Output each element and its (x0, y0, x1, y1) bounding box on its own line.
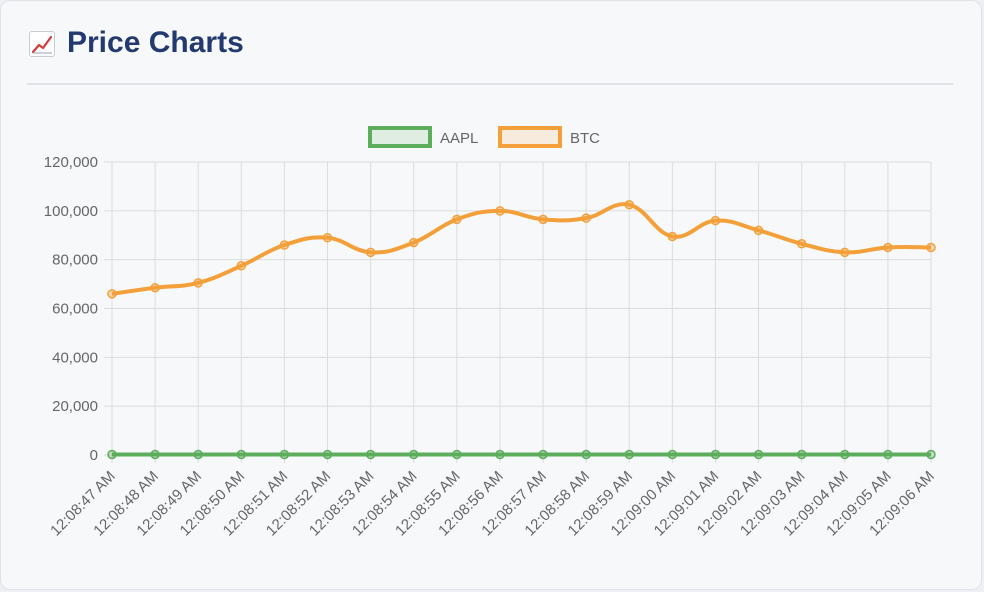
data-point-aapl (710, 449, 721, 460)
y-tick-label: 20,000 (52, 398, 98, 415)
card-header: Price Charts (27, 23, 953, 85)
data-point-btc (365, 247, 376, 258)
data-point-aapl (624, 449, 635, 460)
price-line-chart: 020,00040,00060,00080,000100,000120,0001… (44, 126, 938, 539)
data-point-aapl (840, 449, 850, 460)
data-point-aapl (150, 449, 160, 460)
data-point-aapl (107, 449, 117, 460)
data-point-btc (107, 289, 117, 299)
data-point-btc (624, 199, 635, 210)
y-tick-label: 60,000 (52, 301, 98, 318)
data-point-btc (279, 240, 290, 250)
data-point-btc (452, 214, 462, 225)
y-tick-label: 0 (90, 447, 98, 464)
data-point-aapl (452, 449, 462, 460)
data-point-aapl (322, 449, 333, 460)
data-point-btc (322, 232, 333, 243)
series-aapl (107, 449, 936, 460)
data-point-aapl (236, 449, 247, 460)
data-point-btc (926, 242, 936, 253)
data-point-btc (495, 206, 505, 216)
data-point-aapl (538, 449, 548, 460)
legend: AAPL BTC (368, 126, 600, 148)
data-point-btc (840, 247, 850, 258)
legend-swatch-aapl (368, 126, 432, 148)
data-point-aapl (796, 449, 807, 460)
y-tick-label: 80,000 (52, 252, 98, 269)
data-point-btc (408, 237, 419, 248)
data-point-aapl (495, 449, 505, 460)
data-point-aapl (581, 449, 591, 460)
data-point-btc (150, 282, 160, 293)
series-line-btc (111, 202, 932, 296)
data-point-aapl (883, 449, 893, 460)
y-tick-label: 100,000 (44, 203, 98, 220)
legend-label-aapl: AAPL (440, 130, 478, 147)
data-point-aapl (753, 449, 764, 460)
legend-label-btc: BTC (570, 130, 600, 147)
data-point-aapl (408, 449, 419, 460)
data-point-aapl (926, 449, 936, 460)
data-point-btc (796, 239, 807, 249)
data-point-btc (753, 225, 764, 236)
data-point-aapl (365, 449, 376, 460)
y-tick-label: 120,000 (44, 154, 98, 171)
data-point-btc (193, 278, 203, 288)
grid (104, 161, 932, 463)
data-point-btc (667, 231, 678, 242)
y-tick-label: 40,000 (52, 349, 98, 366)
data-point-aapl (193, 449, 203, 460)
legend-swatch-btc (498, 126, 562, 148)
data-point-aapl (279, 449, 290, 460)
data-point-aapl (667, 449, 678, 460)
data-point-btc (236, 261, 247, 271)
chart-increasing-icon (29, 31, 55, 57)
data-point-btc (710, 215, 721, 226)
data-point-btc (538, 214, 548, 225)
data-point-btc (883, 242, 893, 253)
page-title: Price Charts (67, 26, 244, 59)
series-btc (107, 199, 936, 299)
data-point-btc (581, 213, 591, 223)
